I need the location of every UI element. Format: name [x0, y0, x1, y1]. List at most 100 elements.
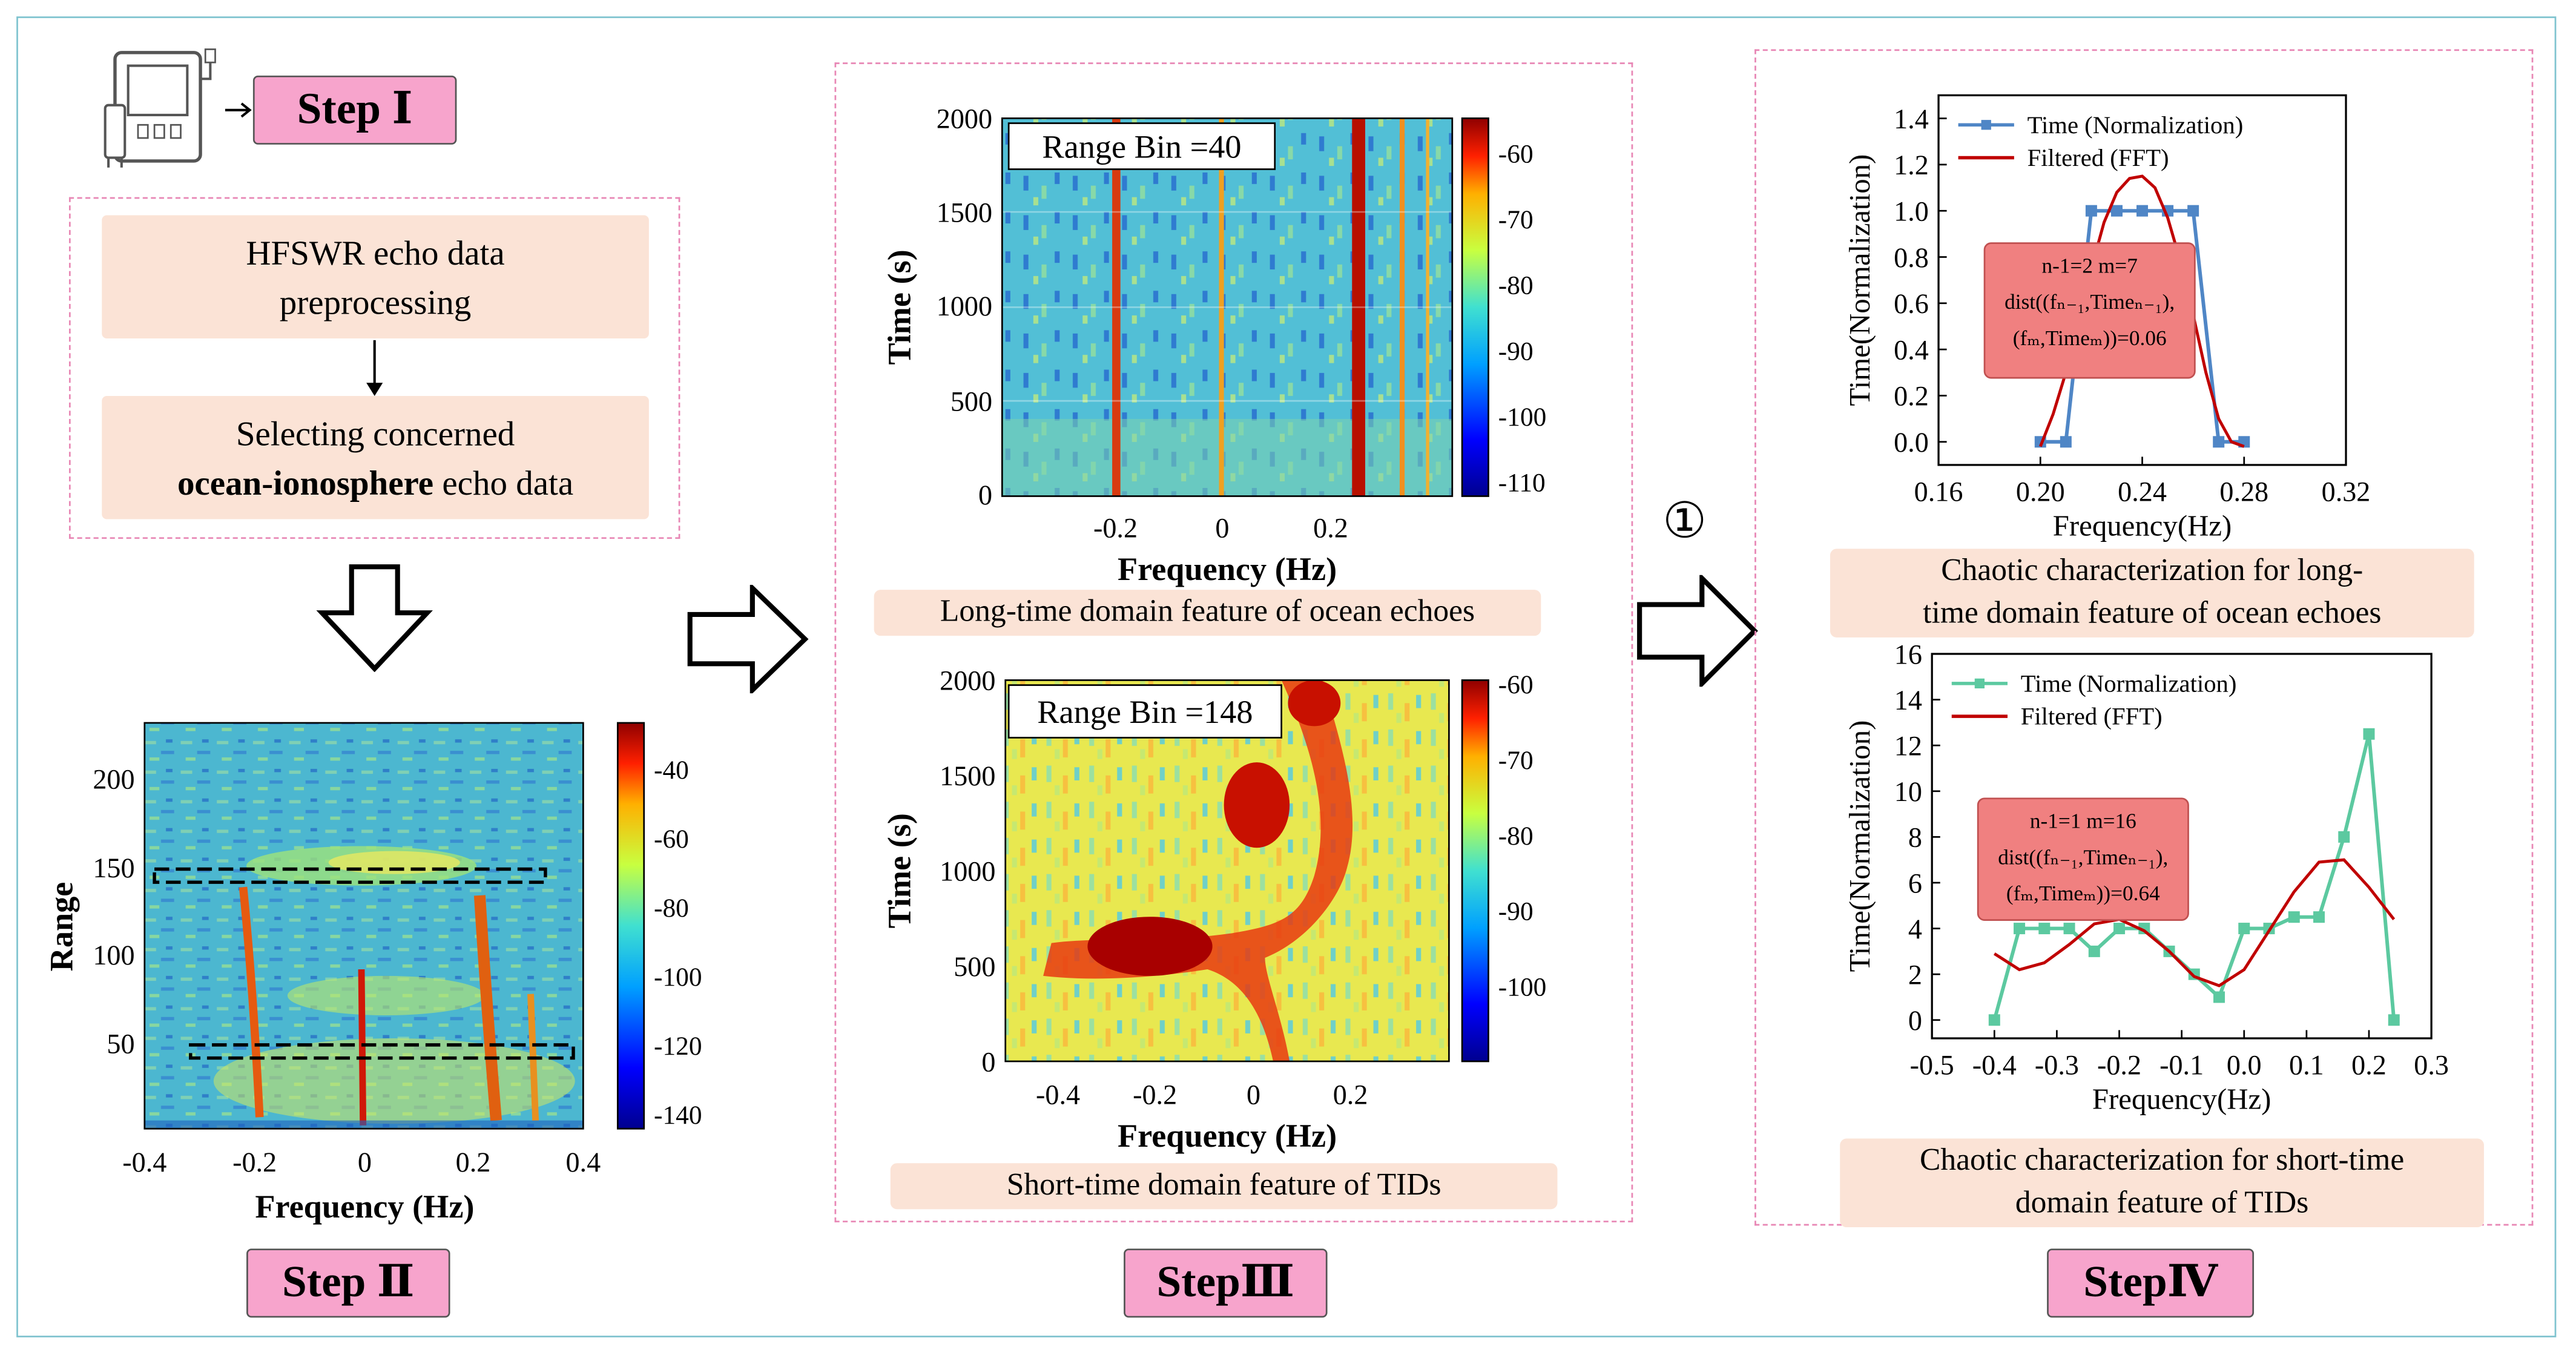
range-map-cbar-ticks: -40 -60 -80 -100 -120 -140: [654, 756, 702, 1130]
ocean-chaos-caption: Chaotic characterization for long- time …: [1830, 549, 2474, 638]
select-line2: ocean-ionosphere echo data: [102, 458, 649, 507]
tid_chaos-data-point: [2238, 923, 2250, 935]
tid_chaos-data-point: [2213, 991, 2225, 1003]
step-4-label: StepⅣ: [2047, 1248, 2255, 1318]
tid_chaos-ytick-label: 16: [1894, 641, 1922, 670]
ocean-chaos-caption-line1: Chaotic characterization for long-: [1941, 553, 2364, 588]
stft-ocean-xticks: -0.2 0 0.2: [1093, 512, 1348, 543]
tid_chaos-legend-time-label: Time (Normalization): [2021, 670, 2237, 697]
range-ytick: 150: [93, 852, 134, 883]
tid-chaos-chart: -0.5 -0.4 -0.3 -0.2 -0.1 0.0 0.1 0.2 0.3 0 2 4 6 8 10 1…: [1843, 641, 2449, 1115]
ocean_chaos-ytick-label: 0.6: [1894, 288, 1929, 319]
ocean_chaos-ytick-label: 0.4: [1894, 334, 1929, 365]
stft-ocean-yticks: 0 500 1000 1500 2000: [937, 104, 992, 510]
stft-tid-ytick: 1000: [940, 855, 995, 886]
stft-tid-xtick: -0.2: [1133, 1079, 1177, 1110]
tid_chaos-ytick-label: 12: [1894, 730, 1922, 761]
ocean-chaos-chart: 0.16 0.20 0.24 0.28 0.32 0.0 0.2 0.4 0.6 0.8 1.0 1.…: [1843, 94, 2371, 542]
stft-tid-xtick: 0: [1247, 1079, 1260, 1110]
ocean_chaos-xlabel: Frequency(Hz): [2053, 509, 2232, 542]
range-map-xlabel: Frequency (Hz): [255, 1188, 474, 1225]
stft-tid-xticks: -0.4 -0.2 0 0.2: [1036, 1079, 1368, 1110]
stft-ocean-xlabel: Frequency (Hz): [1118, 551, 1337, 587]
stft-tid-cbar-tick: -70: [1498, 746, 1533, 775]
tid_chaos-ytick-label: 2: [1908, 959, 1922, 990]
range-xtick: -0.2: [232, 1147, 277, 1178]
tid_chaos-ytick-label: 14: [1894, 685, 1922, 716]
stft-tid-xlabel: Frequency (Hz): [1118, 1118, 1337, 1154]
tid_chaos-ytick-label: 6: [1908, 868, 1922, 898]
hollow-right-arrow-icon: [687, 585, 809, 694]
tid_chaos-legend-time-marker: [1974, 678, 1985, 688]
tid_chaos-series-fft-line: [1993, 858, 2396, 987]
tid_chaos-ytick-label: 0: [1908, 1005, 1922, 1036]
ocean_chaos-data-point: [2136, 205, 2149, 217]
range-ytick: 200: [93, 764, 134, 795]
tid-chaos-caption-line1: Chaotic characterization for short-time: [1919, 1143, 2405, 1178]
radar-device-icon: [104, 48, 216, 168]
hollow-down-arrow-icon: [316, 564, 433, 672]
tid-chaos-caption-line2: domain feature of TIDs: [2015, 1186, 2309, 1221]
tid_chaos-ytick-label: 4: [1908, 914, 1922, 944]
ocean_chaos-data-point: [2110, 205, 2123, 217]
ocean_chaos-xtick-label: 0.20: [2016, 476, 2065, 507]
tid_chaos-ytick-label: 8: [1908, 822, 1922, 853]
stft-ocean-cbar-tick: -100: [1498, 403, 1547, 432]
stft-tid-caption: Short-time domain feature of TIDs: [890, 1163, 1558, 1210]
select-line2-rest: echo data: [433, 462, 574, 503]
tid_chaos-data-point: [2014, 923, 2026, 935]
tid_chaos-xtick-label: -0.4: [1972, 1050, 2017, 1081]
stft-ocean-ytick: 2000: [937, 104, 992, 134]
stft-ocean-ytick: 1500: [937, 197, 992, 228]
select-line1: Selecting concerned: [236, 413, 515, 453]
ocean_chaos-xtick-label: 0.16: [1914, 476, 1963, 507]
range-ytick: 100: [93, 940, 134, 971]
stft-tid-yticks: 0 500 1000 1500 2000: [940, 665, 995, 1078]
tid_chaos-data-point: [2088, 945, 2100, 957]
ocean_chaos-annotation-box: [1983, 242, 2196, 379]
stft-tid-xtick: -0.4: [1036, 1079, 1080, 1110]
circled-one-marker: ①: [1662, 494, 1707, 549]
tid_chaos-data-point: [2338, 831, 2350, 843]
stft-tid-cbar-tick: -90: [1498, 897, 1533, 926]
stft-tid-xtick: 0.2: [1333, 1079, 1368, 1110]
tid_chaos-data-point: [2288, 911, 2300, 923]
step-2-label: Step Ⅱ: [246, 1248, 450, 1318]
tid_chaos-ytick-label: 10: [1894, 776, 1922, 807]
tid_chaos-annotation-line1: n-1=1 m=16: [2030, 809, 2136, 833]
stft-ocean-cbar-tick: -90: [1498, 337, 1533, 366]
arrow-down-icon: [366, 340, 383, 396]
range-map-ylabel: Range: [43, 882, 79, 972]
ocean-chaos-caption-line2: time domain feature of ocean echoes: [1923, 596, 2382, 631]
ocean_chaos-xtick-label: 0.24: [2118, 476, 2167, 507]
stft-region: [834, 62, 1633, 1222]
stft-ocean-title: Range Bin =40: [1042, 129, 1241, 165]
tid_chaos-data-point: [2363, 728, 2375, 740]
stft-ocean-xtick: 0.2: [1313, 512, 1348, 543]
preprocess-line2: preprocessing: [279, 282, 472, 321]
tid_chaos-xtick-label: -0.2: [2097, 1050, 2141, 1081]
tid_chaos-xtick-label: 0.2: [2351, 1050, 2387, 1081]
tid_chaos-xtick-label: -0.3: [2035, 1050, 2079, 1081]
stft-tid-ylabel: Time (s): [881, 813, 917, 928]
preprocess-box: HFSWR echo data preprocessing: [102, 215, 649, 339]
ocean_chaos-ytick-label: 1.4: [1894, 104, 1929, 134]
stft-tid-ytick: 1500: [940, 760, 995, 791]
ocean_chaos-ylabel: Time(Normalization): [1843, 154, 1876, 406]
stft-tid-chart: Range Bin =148 -0.4 -0.2 0 0.2 0 500 100…: [881, 665, 1546, 1154]
tid_chaos-xtick-label: 0.0: [2227, 1050, 2262, 1081]
stft-tid-colorbar: [1461, 679, 1489, 1063]
ocean_chaos-xtick-label: 0.32: [2322, 476, 2371, 507]
tid-chaos-caption: Chaotic characterization for short-time …: [1840, 1138, 2484, 1228]
range-cbar-tick: -80: [654, 894, 689, 923]
tid_chaos-data-point: [2038, 923, 2051, 935]
range-cbar-tick: -140: [654, 1101, 702, 1130]
step-1-label: Step Ⅰ: [252, 75, 457, 145]
stft-tid-ytick: 2000: [940, 665, 995, 696]
range-cbar-tick: -100: [654, 963, 702, 992]
tid_chaos-annotation-box: [1977, 797, 2189, 921]
stft-ocean-ytick: 0: [978, 480, 992, 510]
ocean_chaos-data-point: [2060, 436, 2072, 448]
tid_chaos-xtick-label: -0.1: [2159, 1050, 2204, 1081]
stft-tid-cbar-tick: -80: [1498, 822, 1533, 851]
